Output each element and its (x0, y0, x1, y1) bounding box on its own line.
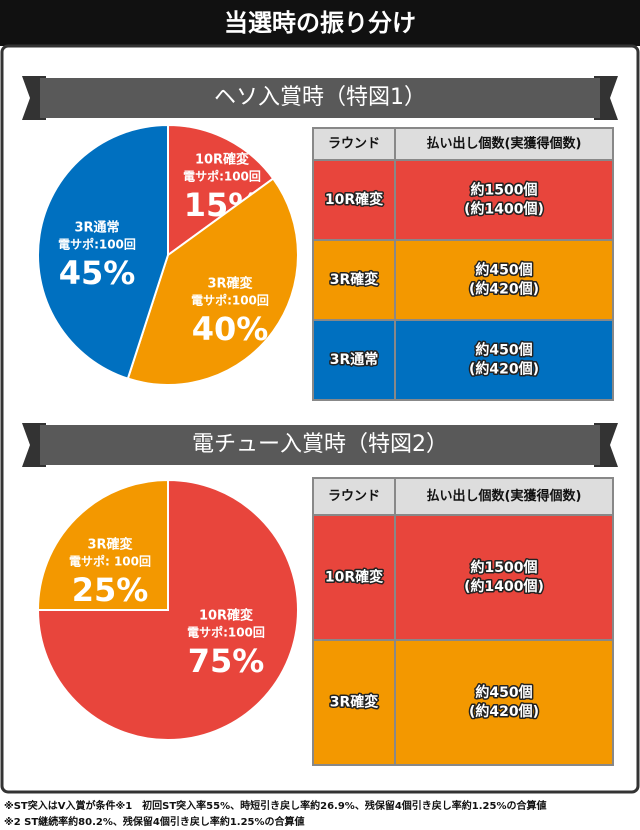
ribbon (40, 425, 600, 465)
slice-sublabel: 電サポ:100回 (191, 293, 269, 308)
table-header-cell: 払い出し個数(実獲得個数) (427, 488, 582, 504)
table-header-cell: ラウンド (328, 137, 380, 152)
section-heading: ヘソ入賞時（特図1） (214, 85, 426, 110)
ribbon (40, 78, 600, 118)
table-row (312, 239, 614, 321)
slice-sublabel: 電サポ:100回 (58, 237, 136, 252)
slice-label: 3R通常 (74, 220, 119, 236)
slice-sublabel: 電サポ: 100回 (69, 554, 151, 569)
pie-slice (37, 123, 169, 380)
content: ヘソ入賞時（特図1）10R確変電サポ:100回15%3R確変電サポ:100回40… (4, 76, 618, 828)
table-payout: 約450個 (475, 684, 532, 701)
table-payout: 約1500個 (471, 559, 538, 576)
pie-slice (36, 478, 299, 741)
table-payout: (約420個) (469, 703, 539, 720)
slice-sublabel: 電サポ:100回 (183, 169, 261, 184)
table-payout: 約450個 (475, 262, 532, 279)
table-payout: (約420個) (469, 361, 539, 378)
section-heading: 電チュー入賞時（特図2） (192, 432, 448, 457)
slice-sublabel: 電サポ:100回 (187, 625, 265, 640)
table-payout: 約450個 (475, 342, 532, 359)
footnote: ※2 ST継続率約80.2%、残保留4個引き戻し率約1.25%の合算値 (4, 815, 305, 828)
slice-value-label: 25% (72, 571, 149, 609)
table-round: 3R確変 (330, 694, 379, 711)
table-header-cell: 払い出し個数(実獲得個数) (427, 136, 582, 152)
table-row (312, 159, 614, 241)
table-payout: 約1500個 (471, 182, 538, 199)
table-round: 3R確変 (330, 271, 379, 288)
pie-slice (167, 123, 275, 257)
table-round: 3R通常 (330, 351, 379, 368)
slice-label: 3R確変 (87, 537, 132, 553)
slice-label: 10R確変 (199, 608, 253, 624)
slice-label: 10R確変 (195, 152, 249, 168)
slice-value-label: 45% (59, 254, 136, 292)
table-payout: (約420個) (469, 281, 539, 298)
table-row (312, 639, 614, 766)
table-payout: (約1400個) (464, 201, 544, 218)
footnote: ※ST突入はV入賞が条件※1 初回ST突入率55%、時短引き戻し率約26.9%、… (4, 799, 546, 812)
slice-label: 3R確変 (207, 276, 252, 292)
slice-value-label: 75% (188, 642, 265, 680)
header-bar (0, 0, 640, 46)
pie-slice (126, 177, 299, 386)
table-header-cell: ラウンド (328, 489, 380, 504)
table-row (312, 319, 614, 401)
pie-slice (36, 478, 169, 611)
table-round: 10R確変 (325, 569, 383, 586)
page-title: 当選時の振り分け (224, 9, 416, 37)
table-round: 10R確変 (325, 191, 383, 208)
table-row (312, 514, 614, 641)
slice-value-label: 40% (192, 310, 269, 348)
table-payout: (約1400個) (464, 578, 544, 595)
